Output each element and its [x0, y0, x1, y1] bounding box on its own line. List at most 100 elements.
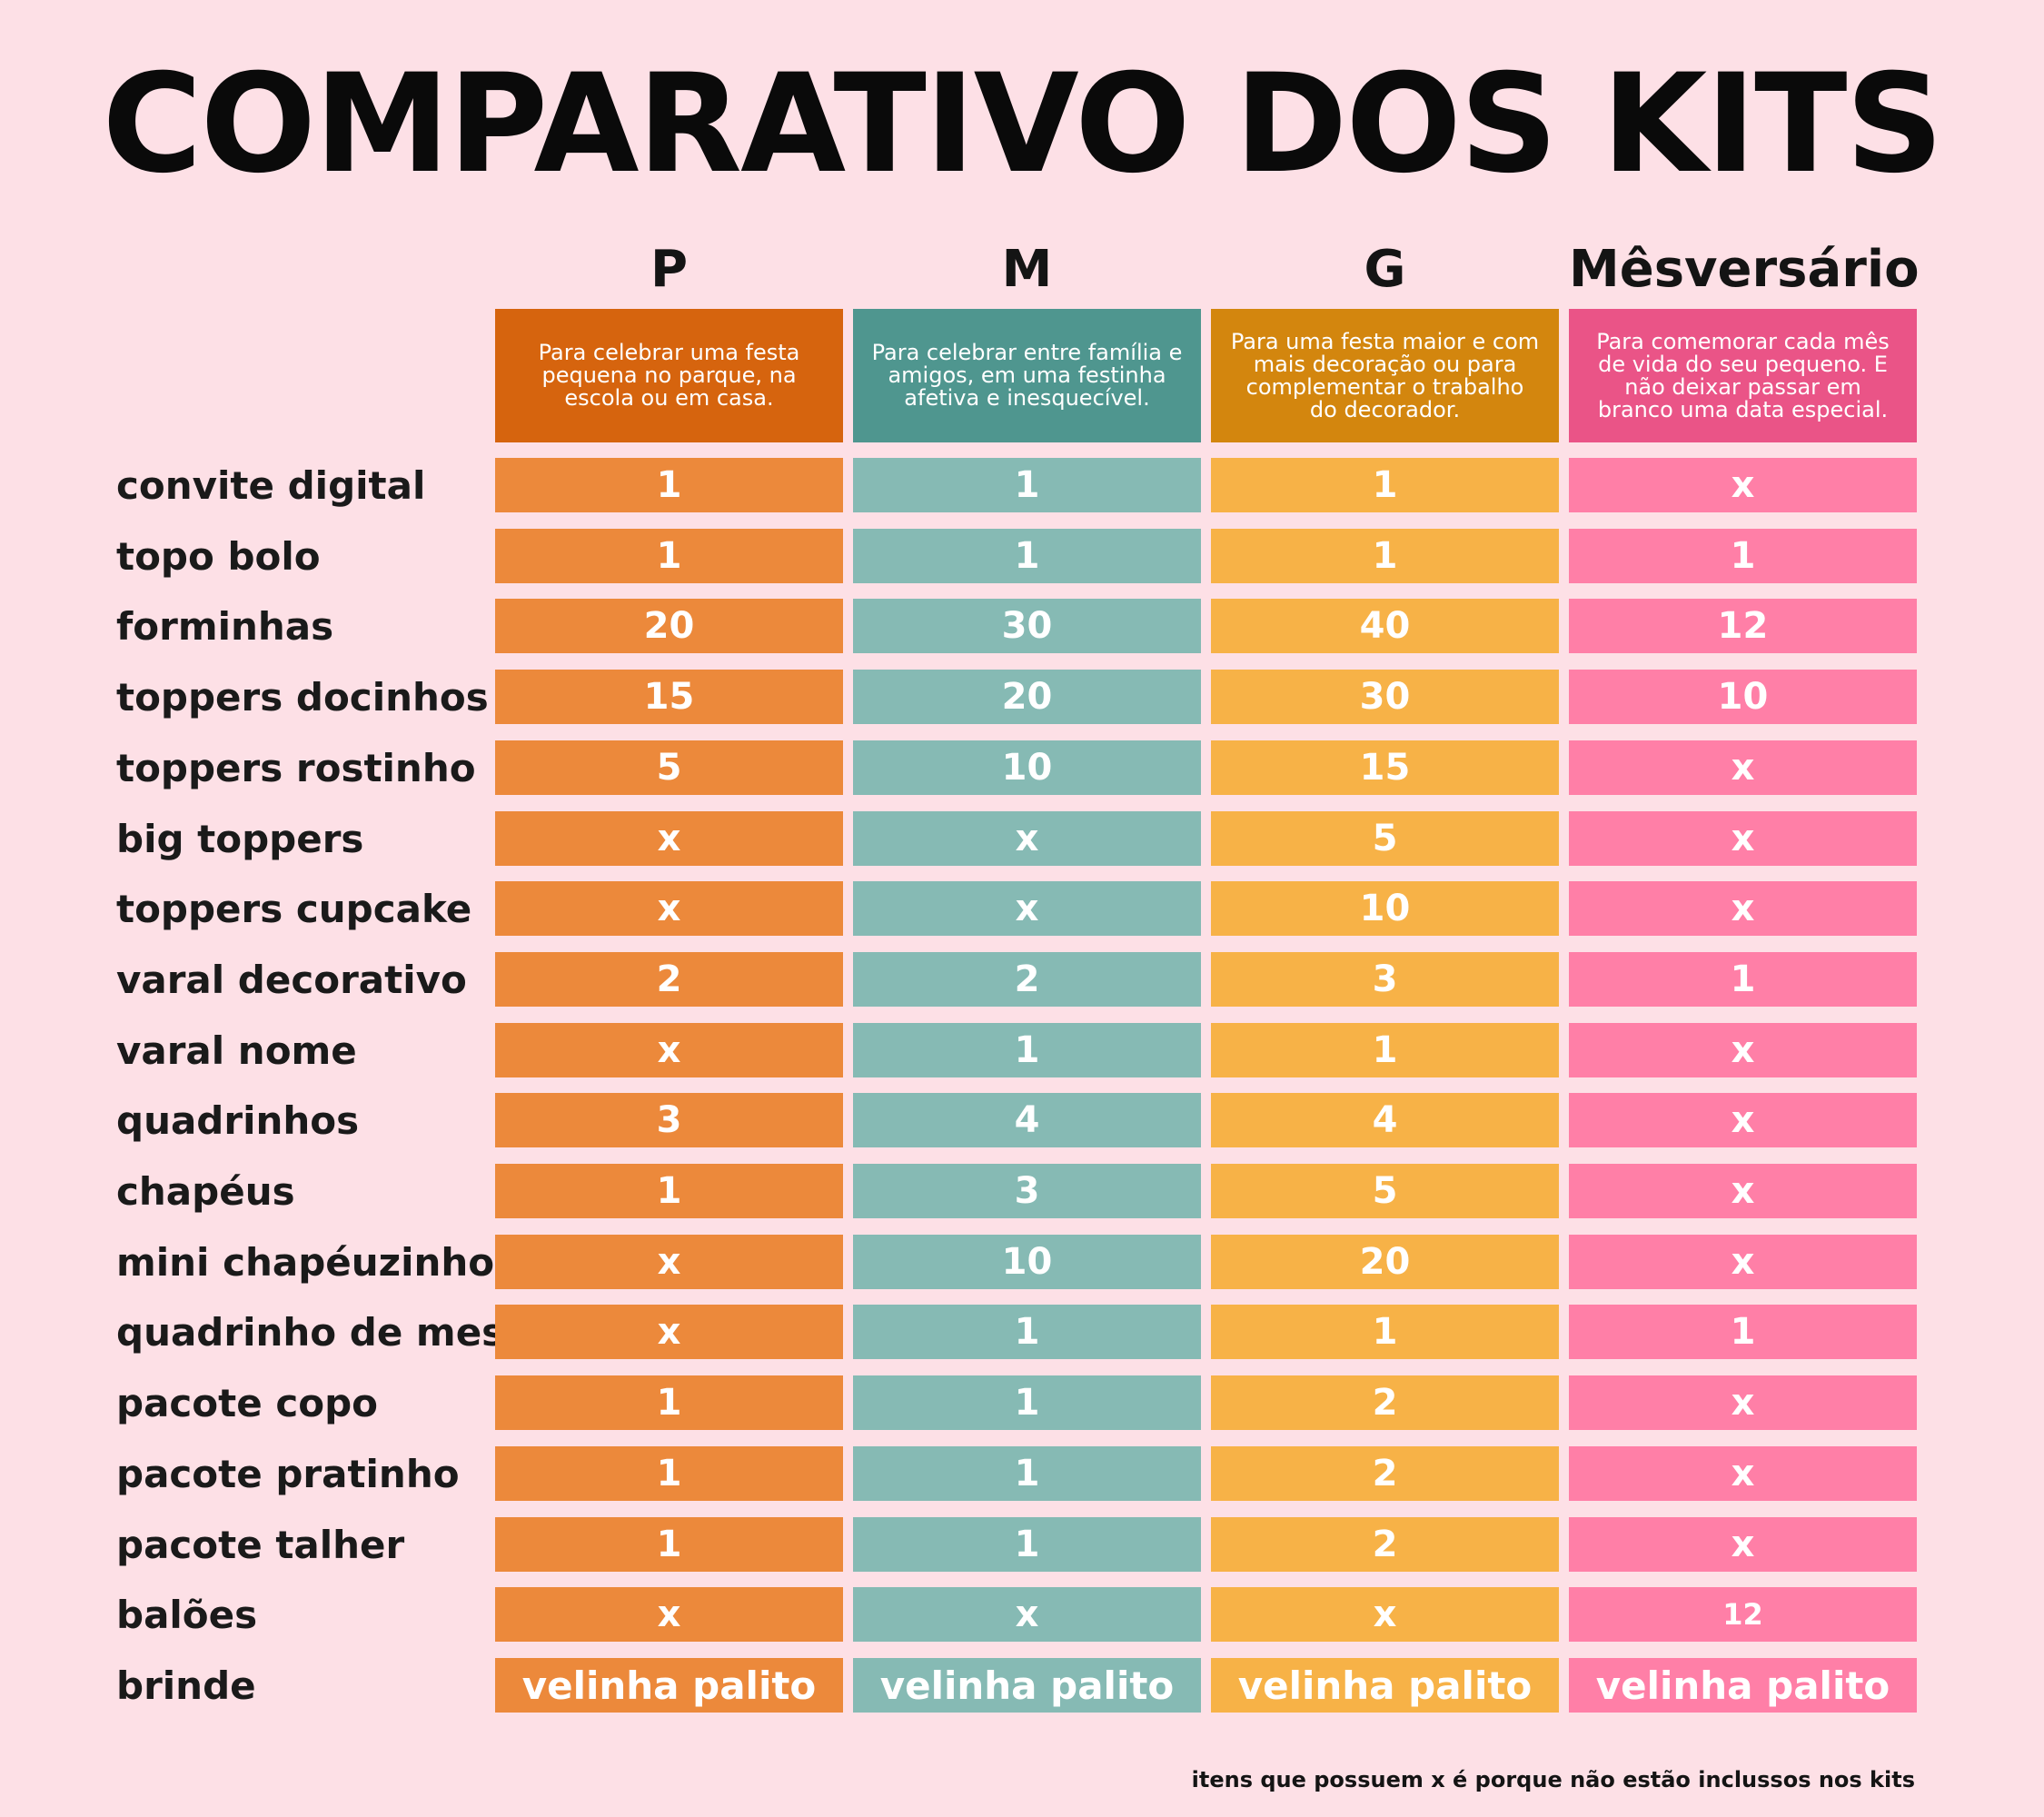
table-cell: 1: [495, 1375, 843, 1430]
row-label-varal-nome: varal nome: [116, 1028, 357, 1073]
table-cell: 1: [495, 1164, 843, 1218]
table-cell: 1: [495, 458, 843, 512]
table-cell: x: [853, 881, 1201, 936]
table-cell: 1: [1211, 1023, 1559, 1077]
row-label-quadrinho-de-mesa: quadrinho de mesa: [116, 1309, 531, 1355]
table-cell: 1: [1569, 952, 1917, 1007]
table-cell: 1: [1211, 529, 1559, 583]
table-cell: 1: [1569, 529, 1917, 583]
column-description-m: Para celebrar entre família e amigos, em…: [853, 309, 1201, 442]
row-label-forminhas: forminhas: [116, 603, 334, 649]
column-header-mesversario: Mêsversário: [1569, 240, 1920, 299]
table-cell: 5: [1211, 1164, 1559, 1218]
row-label-brinde: brinde: [116, 1663, 256, 1708]
table-cell: x: [1569, 881, 1917, 936]
table-cell: 2: [495, 952, 843, 1007]
row-label-topo-bolo: topo bolo: [116, 533, 321, 579]
table-cell: x: [1569, 1164, 1917, 1218]
column-description-g: Para uma festa maior e com mais decoraçã…: [1211, 309, 1559, 442]
table-cell: x: [495, 1587, 843, 1642]
table-cell: 15: [1211, 740, 1559, 795]
table-cell: 5: [1211, 811, 1559, 866]
table-cell: x: [495, 1235, 843, 1289]
row-label-toppers-rostinho: toppers rostinho: [116, 745, 476, 790]
row-label-toppers-docinhos: toppers docinhos: [116, 674, 489, 720]
table-cell: x: [1211, 1587, 1559, 1642]
table-cell: velinha palito: [495, 1658, 843, 1713]
table-cell: x: [1569, 1093, 1917, 1147]
table-cell: 1: [853, 1305, 1201, 1359]
row-label-pacote-pratinho: pacote pratinho: [116, 1451, 460, 1496]
table-cell: 2: [1211, 1446, 1559, 1501]
table-cell: 10: [853, 1235, 1201, 1289]
table-cell: 12: [1569, 599, 1917, 653]
table-cell: 1: [495, 1517, 843, 1572]
table-cell: velinha palito: [1569, 1658, 1917, 1713]
table-cell: x: [1569, 740, 1917, 795]
row-label-mini-chapeuzinho: mini chapéuzinho: [116, 1239, 495, 1285]
page-title: COMPARATIVO DOS KITS: [102, 45, 1943, 204]
table-cell: x: [853, 811, 1201, 866]
table-cell: 20: [853, 670, 1201, 724]
table-cell: velinha palito: [853, 1658, 1201, 1713]
table-cell: 1: [853, 458, 1201, 512]
table-cell: 10: [1569, 670, 1917, 724]
column-description-mesversario: Para comemorar cada mês de vida do seu p…: [1569, 309, 1917, 442]
table-cell: velinha palito: [1211, 1658, 1559, 1713]
table-cell: x: [1569, 1517, 1917, 1572]
row-label-varal-decorativo: varal decorativo: [116, 957, 467, 1002]
table-cell: 1: [853, 1517, 1201, 1572]
table-cell: x: [1569, 1023, 1917, 1077]
table-cell: 4: [853, 1093, 1201, 1147]
table-cell: x: [495, 1305, 843, 1359]
table-cell: 10: [853, 740, 1201, 795]
table-cell: 3: [853, 1164, 1201, 1218]
row-label-quadrinhos: quadrinhos: [116, 1097, 360, 1143]
table-cell: x: [1569, 1375, 1917, 1430]
table-cell: 2: [1211, 1517, 1559, 1572]
table-cell: x: [495, 881, 843, 936]
table-cell: 1: [853, 529, 1201, 583]
table-cell: 1: [1569, 1305, 1917, 1359]
row-label-pacote-copo: pacote copo: [116, 1380, 379, 1425]
table-cell: 3: [1211, 952, 1559, 1007]
column-header-p: P: [650, 240, 689, 299]
table-cell: 1: [495, 1446, 843, 1501]
table-cell: x: [1569, 1446, 1917, 1501]
table-cell: 1: [495, 529, 843, 583]
table-cell: 1: [853, 1446, 1201, 1501]
table-cell: 20: [1211, 1235, 1559, 1289]
table-cell: 12: [1569, 1587, 1917, 1642]
table-cell: 4: [1211, 1093, 1559, 1147]
row-label-toppers-cupcake: toppers cupcake: [116, 886, 472, 931]
row-label-big-toppers: big toppers: [116, 816, 364, 861]
column-description-p: Para celebrar uma festa pequena no parqu…: [495, 309, 843, 442]
column-header-m: M: [1001, 240, 1053, 299]
column-header-g: G: [1364, 240, 1406, 299]
table-cell: x: [853, 1587, 1201, 1642]
row-label-pacote-talher: pacote talher: [116, 1522, 405, 1567]
table-cell: 15: [495, 670, 843, 724]
table-cell: 1: [853, 1023, 1201, 1077]
row-label-baloes: balões: [116, 1592, 258, 1637]
row-label-convite-digital: convite digital: [116, 462, 426, 508]
table-cell: 1: [853, 1375, 1201, 1430]
table-cell: 30: [1211, 670, 1559, 724]
table-cell: 2: [853, 952, 1201, 1007]
footnote: itens que possuem x é porque não estão i…: [1191, 1767, 1915, 1792]
table-cell: x: [495, 811, 843, 866]
table-cell: x: [1569, 811, 1917, 866]
table-cell: 20: [495, 599, 843, 653]
table-cell: 1: [1211, 1305, 1559, 1359]
table-cell: 1: [1211, 458, 1559, 512]
table-cell: x: [495, 1023, 843, 1077]
row-label-chapeus: chapéus: [116, 1168, 295, 1214]
table-cell: x: [1569, 458, 1917, 512]
table-cell: x: [1569, 1235, 1917, 1289]
table-cell: 30: [853, 599, 1201, 653]
table-cell: 10: [1211, 881, 1559, 936]
table-cell: 3: [495, 1093, 843, 1147]
table-cell: 40: [1211, 599, 1559, 653]
table-cell: 2: [1211, 1375, 1559, 1430]
table-cell: 5: [495, 740, 843, 795]
